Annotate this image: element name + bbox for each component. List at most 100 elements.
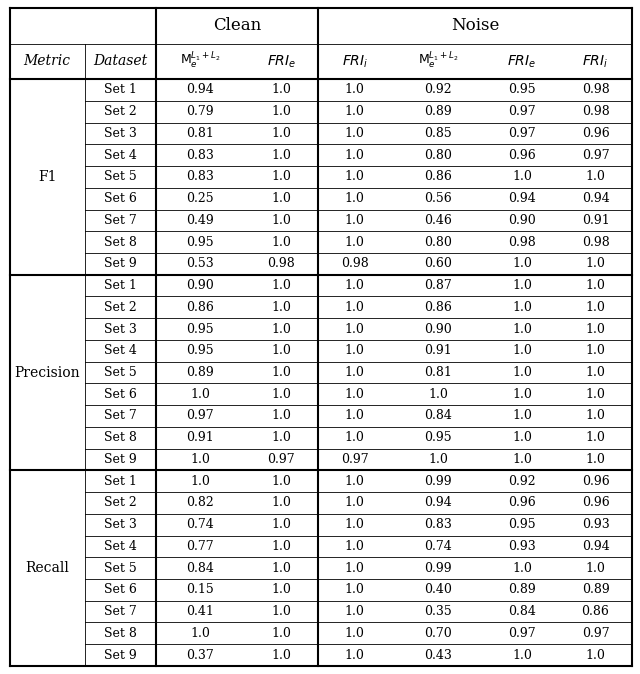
Text: Set 4: Set 4 [104, 344, 137, 357]
Text: 0.80: 0.80 [424, 236, 452, 249]
Text: 0.93: 0.93 [508, 540, 536, 553]
Text: 0.35: 0.35 [424, 605, 452, 618]
Text: Set 9: Set 9 [104, 453, 136, 466]
Text: Set 9: Set 9 [104, 648, 136, 662]
Text: 1.0: 1.0 [586, 257, 605, 270]
Text: 0.96: 0.96 [582, 127, 609, 140]
Text: 1.0: 1.0 [271, 192, 291, 205]
Text: 1.0: 1.0 [345, 540, 365, 553]
Text: 1.0: 1.0 [345, 344, 365, 357]
Text: 1.0: 1.0 [271, 301, 291, 314]
Text: 0.77: 0.77 [186, 540, 214, 553]
Text: 0.95: 0.95 [508, 518, 536, 531]
Text: Metric: Metric [24, 55, 70, 68]
Text: 1.0: 1.0 [512, 388, 532, 401]
Text: $FRI_e$: $FRI_e$ [266, 53, 296, 69]
Text: 0.96: 0.96 [582, 497, 609, 510]
Text: 1.0: 1.0 [271, 323, 291, 336]
Text: 1.0: 1.0 [345, 474, 365, 488]
Text: 0.97: 0.97 [508, 127, 536, 140]
Text: 0.90: 0.90 [424, 323, 452, 336]
Text: 0.46: 0.46 [424, 214, 452, 227]
Text: 1.0: 1.0 [271, 627, 291, 640]
Text: 1.0: 1.0 [512, 410, 532, 423]
Text: Noise: Noise [451, 18, 499, 34]
Text: 0.40: 0.40 [424, 584, 452, 596]
Text: Set 7: Set 7 [104, 605, 136, 618]
Text: 0.91: 0.91 [582, 214, 609, 227]
Text: 0.83: 0.83 [186, 149, 214, 162]
Text: 1.0: 1.0 [345, 301, 365, 314]
Text: 1.0: 1.0 [271, 497, 291, 510]
Text: 0.83: 0.83 [186, 171, 214, 183]
Text: Set 2: Set 2 [104, 497, 136, 510]
Text: 1.0: 1.0 [512, 453, 532, 466]
Text: Set 1: Set 1 [104, 279, 137, 292]
Text: 1.0: 1.0 [345, 388, 365, 401]
Text: Set 9: Set 9 [104, 257, 136, 270]
Text: 1.0: 1.0 [271, 584, 291, 596]
Text: Set 2: Set 2 [104, 105, 136, 118]
Text: 0.95: 0.95 [186, 236, 214, 249]
Text: Set 6: Set 6 [104, 584, 137, 596]
Text: 1.0: 1.0 [512, 344, 532, 357]
Text: 1.0: 1.0 [271, 605, 291, 618]
Text: 0.56: 0.56 [424, 192, 452, 205]
Text: 0.89: 0.89 [424, 105, 452, 118]
Text: $FRI_e$: $FRI_e$ [508, 53, 537, 69]
Text: 0.97: 0.97 [582, 149, 609, 162]
Text: Set 3: Set 3 [104, 518, 137, 531]
Text: 0.90: 0.90 [186, 279, 214, 292]
Text: 0.86: 0.86 [424, 171, 452, 183]
Text: 0.94: 0.94 [582, 540, 609, 553]
Text: 0.96: 0.96 [582, 474, 609, 488]
Text: 1.0: 1.0 [586, 648, 605, 662]
Text: Set 1: Set 1 [104, 84, 137, 96]
Text: 0.98: 0.98 [582, 236, 609, 249]
Text: 1.0: 1.0 [586, 301, 605, 314]
Text: 0.98: 0.98 [582, 105, 609, 118]
Text: 1.0: 1.0 [345, 584, 365, 596]
Text: 0.82: 0.82 [186, 497, 214, 510]
Text: 1.0: 1.0 [190, 453, 210, 466]
Text: $\mathrm{M}_e^{L_1+L_2}$: $\mathrm{M}_e^{L_1+L_2}$ [180, 51, 221, 71]
Text: 1.0: 1.0 [345, 648, 365, 662]
Text: Set 3: Set 3 [104, 323, 137, 336]
Text: 0.95: 0.95 [186, 344, 214, 357]
Text: Set 5: Set 5 [104, 561, 136, 575]
Text: 1.0: 1.0 [345, 497, 365, 510]
Text: 1.0: 1.0 [512, 301, 532, 314]
Text: 1.0: 1.0 [345, 627, 365, 640]
Text: 1.0: 1.0 [271, 279, 291, 292]
Text: 0.95: 0.95 [186, 323, 214, 336]
Text: 0.94: 0.94 [582, 192, 609, 205]
Text: 1.0: 1.0 [586, 453, 605, 466]
Text: 0.89: 0.89 [508, 584, 536, 596]
Text: 1.0: 1.0 [345, 518, 365, 531]
Text: 0.97: 0.97 [508, 627, 536, 640]
Text: 1.0: 1.0 [271, 410, 291, 423]
Text: 0.74: 0.74 [186, 518, 214, 531]
Text: 0.98: 0.98 [582, 84, 609, 96]
Text: 1.0: 1.0 [345, 149, 365, 162]
Text: 1.0: 1.0 [190, 388, 210, 401]
Text: 1.0: 1.0 [345, 279, 365, 292]
Text: Set 5: Set 5 [104, 171, 136, 183]
Text: 0.80: 0.80 [424, 149, 452, 162]
Text: 0.94: 0.94 [186, 84, 214, 96]
Text: 0.92: 0.92 [424, 84, 452, 96]
Text: 1.0: 1.0 [586, 431, 605, 444]
Text: 1.0: 1.0 [512, 561, 532, 575]
Text: 0.99: 0.99 [424, 474, 452, 488]
Text: 1.0: 1.0 [271, 540, 291, 553]
Text: 1.0: 1.0 [271, 518, 291, 531]
Text: $FRI_i$: $FRI_i$ [582, 53, 609, 69]
Text: 0.96: 0.96 [508, 497, 536, 510]
Text: 0.60: 0.60 [424, 257, 452, 270]
Text: 1.0: 1.0 [586, 366, 605, 379]
Text: Set 4: Set 4 [104, 149, 137, 162]
Text: 1.0: 1.0 [512, 366, 532, 379]
Text: 0.70: 0.70 [424, 627, 452, 640]
Text: 0.93: 0.93 [582, 518, 609, 531]
Text: 1.0: 1.0 [512, 431, 532, 444]
